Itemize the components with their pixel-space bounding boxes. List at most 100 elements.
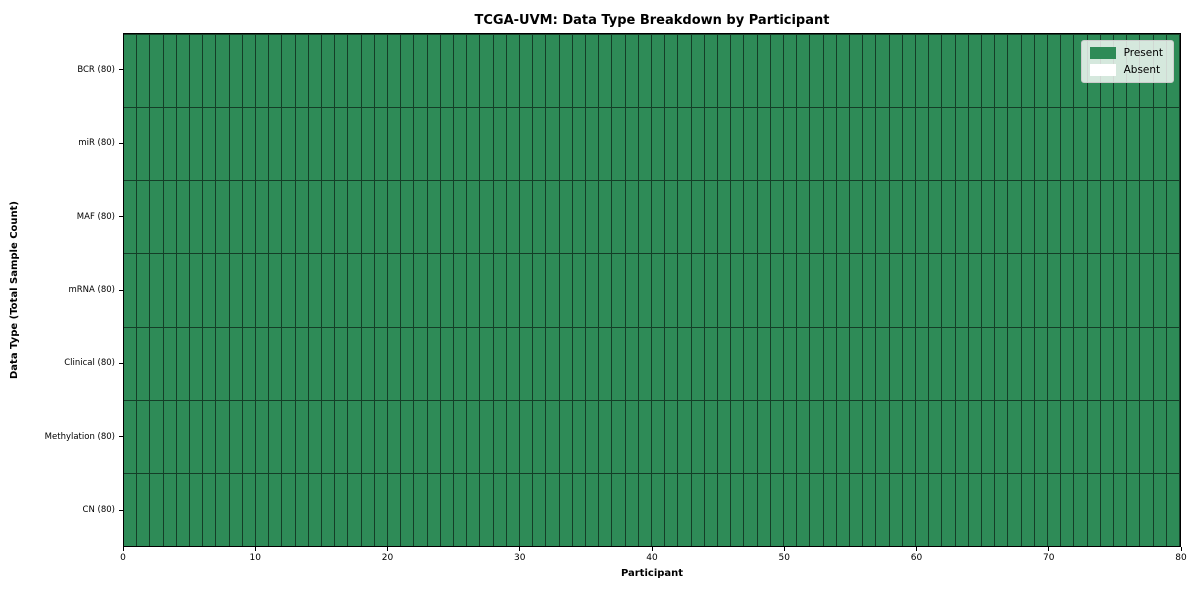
heatmap-cell [1034, 34, 1048, 108]
heatmap-cell [651, 399, 666, 473]
heatmap-cell [1021, 107, 1035, 181]
heatmap-cell [1074, 472, 1088, 546]
heatmap-cell [229, 180, 243, 254]
heatmap-cell [625, 253, 639, 327]
heatmap-cell [374, 472, 388, 546]
heatmap-cell [744, 399, 758, 473]
heatmap-cell [704, 399, 718, 473]
heatmap-cell [942, 399, 956, 473]
heatmap-cell [150, 253, 164, 327]
heatmap-cell [572, 472, 586, 546]
heatmap-cell [572, 253, 586, 327]
heatmap-cell [968, 253, 982, 327]
heatmap-cell [678, 180, 692, 254]
heatmap-cell [770, 326, 784, 400]
legend-entry-present: Present [1089, 47, 1163, 59]
heatmap-cell [216, 326, 230, 400]
heatmap-cell [1074, 107, 1088, 181]
heatmap-cell [731, 399, 745, 473]
heatmap-cell [1061, 107, 1075, 181]
heatmap-cell [401, 253, 415, 327]
heatmap-cell [493, 34, 507, 108]
heatmap-cell [1140, 472, 1154, 546]
heatmap-cell [453, 180, 468, 254]
heatmap-cell [1166, 180, 1180, 254]
heatmap-cell [124, 399, 138, 473]
heatmap-cell [770, 34, 784, 108]
heatmap-cell [321, 326, 336, 400]
heatmap-cell [1008, 107, 1022, 181]
heatmap-cell [717, 34, 732, 108]
heatmap-cell [374, 34, 388, 108]
heatmap-cell [374, 399, 388, 473]
heatmap-cell [163, 253, 177, 327]
heatmap-cell [493, 399, 507, 473]
y-tick-label: mRNA (80) [68, 285, 115, 295]
heatmap-cell [387, 34, 402, 108]
heatmap-cell [308, 253, 322, 327]
heatmap-cell [955, 399, 969, 473]
heatmap-cell [493, 107, 507, 181]
heatmap-cell [810, 34, 824, 108]
heatmap-cell [1153, 472, 1167, 546]
heatmap-cell [797, 399, 811, 473]
heatmap-cell [823, 34, 837, 108]
heatmap-cell [585, 180, 600, 254]
heatmap-cell [1021, 180, 1035, 254]
heatmap-cell [651, 107, 666, 181]
heatmap-cell [216, 472, 230, 546]
heatmap-cell [704, 326, 718, 400]
heatmap-cell [1166, 253, 1180, 327]
x-tick-mark [1048, 547, 1050, 551]
chart-title: TCGA-UVM: Data Type Breakdown by Partici… [474, 13, 830, 28]
heatmap-cell [757, 472, 771, 546]
heatmap-cell [968, 34, 982, 108]
heatmap-cell [625, 180, 639, 254]
heatmap-cell [242, 399, 256, 473]
heatmap-cell [308, 180, 322, 254]
heatmap-cell [480, 107, 494, 181]
heatmap-cell [1140, 399, 1154, 473]
heatmap-cell [163, 399, 177, 473]
heatmap-cell [849, 472, 864, 546]
heatmap-cell [599, 180, 613, 254]
heatmap-cell [704, 34, 718, 108]
heatmap-cell [506, 399, 520, 473]
heatmap-cell [387, 399, 402, 473]
heatmap-cell [863, 326, 877, 400]
heatmap-cell [559, 180, 573, 254]
heatmap-cell [717, 399, 732, 473]
heatmap-cell [361, 107, 375, 181]
heatmap-cell [757, 326, 771, 400]
heatmap-cell [599, 34, 613, 108]
heatmap-cell [823, 399, 837, 473]
heatmap-cell [863, 472, 877, 546]
heatmap-cell [1021, 253, 1035, 327]
heatmap-cell [612, 34, 626, 108]
heatmap-cell [849, 34, 864, 108]
heatmap-cell [387, 326, 402, 400]
heatmap-cell [638, 472, 652, 546]
heatmap-cell [717, 180, 732, 254]
heatmap-cell [1008, 34, 1022, 108]
heatmap-cell [757, 180, 771, 254]
heatmap-cell [361, 326, 375, 400]
heatmap-cell [955, 34, 969, 108]
heatmap-cell [1061, 34, 1075, 108]
heatmap-cell [823, 253, 837, 327]
heatmap-cell [1153, 253, 1167, 327]
heatmap-cell [915, 34, 930, 108]
heatmap-cell [770, 399, 784, 473]
heatmap-cell [1100, 253, 1114, 327]
heatmap-cell [308, 107, 322, 181]
heatmap-cell [348, 253, 362, 327]
heatmap-cell [915, 326, 930, 400]
heatmap-cell [731, 107, 745, 181]
heatmap-cell [572, 180, 586, 254]
heatmap-cell [731, 472, 745, 546]
y-tick-label: BCR (80) [77, 64, 115, 75]
heatmap-cell [453, 326, 468, 400]
heatmap-cell [519, 107, 534, 181]
heatmap-cell [189, 399, 204, 473]
heatmap-cell [915, 253, 930, 327]
